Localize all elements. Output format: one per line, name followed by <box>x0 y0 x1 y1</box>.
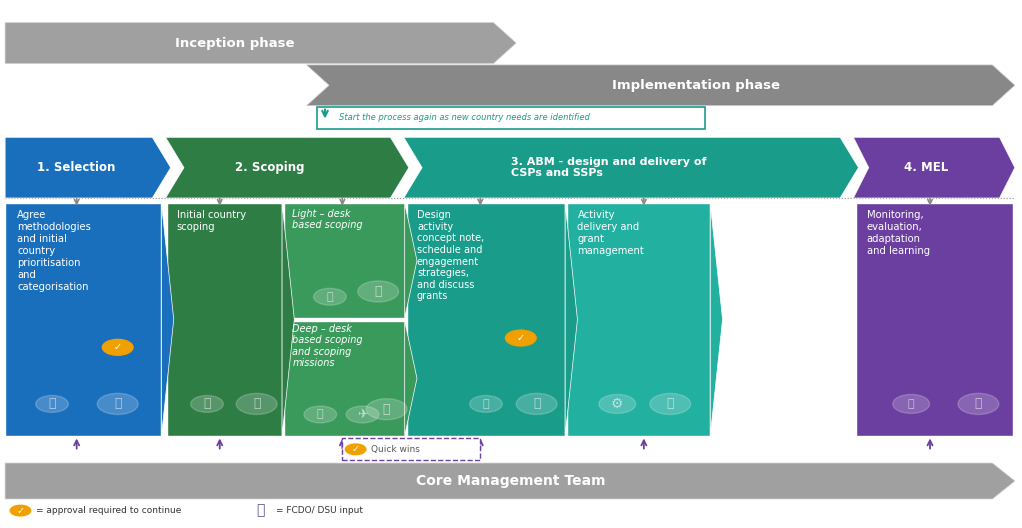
Circle shape <box>958 393 998 414</box>
Circle shape <box>304 406 336 423</box>
Polygon shape <box>282 203 294 436</box>
Text: ✓: ✓ <box>352 445 360 454</box>
Circle shape <box>97 393 138 414</box>
Circle shape <box>599 394 636 413</box>
Polygon shape <box>404 137 858 198</box>
Circle shape <box>358 281 399 302</box>
Polygon shape <box>307 65 1015 106</box>
Circle shape <box>893 394 930 413</box>
Polygon shape <box>5 23 516 63</box>
Text: ✓: ✓ <box>113 342 122 352</box>
Polygon shape <box>565 203 577 436</box>
Circle shape <box>470 395 503 412</box>
Polygon shape <box>853 137 1015 198</box>
FancyBboxPatch shape <box>284 203 405 318</box>
Text: ✈: ✈ <box>358 408 368 421</box>
Text: 👥: 👥 <box>374 285 382 298</box>
Text: 3. ABM - design and delivery of
CSPs and SSPs: 3. ABM - design and delivery of CSPs and… <box>511 157 706 178</box>
Text: 📋: 📋 <box>908 399 915 409</box>
Circle shape <box>191 395 224 412</box>
Text: Start the process again as new country needs are identified: Start the process again as new country n… <box>339 113 590 122</box>
Text: ✓: ✓ <box>517 333 525 343</box>
Circle shape <box>650 393 691 414</box>
Text: 1. Selection: 1. Selection <box>37 161 115 174</box>
Polygon shape <box>166 137 409 198</box>
FancyBboxPatch shape <box>317 107 705 129</box>
Text: 👥: 👥 <box>113 398 122 410</box>
Text: Quick wins: Quick wins <box>371 445 420 454</box>
Text: 👥: 👥 <box>975 398 982 410</box>
FancyBboxPatch shape <box>167 203 282 436</box>
Text: 4. MEL: 4. MEL <box>903 161 948 174</box>
Text: 👥: 👥 <box>666 398 673 410</box>
Circle shape <box>36 395 68 412</box>
Circle shape <box>516 393 557 414</box>
Circle shape <box>345 444 366 455</box>
Text: Activity
delivery and
grant
management: Activity delivery and grant management <box>577 210 644 256</box>
Circle shape <box>236 393 277 414</box>
Circle shape <box>506 330 537 346</box>
Text: 📋: 📋 <box>317 410 324 419</box>
Text: Initial country
scoping: Initial country scoping <box>177 210 246 232</box>
Text: 📋: 📋 <box>327 292 333 301</box>
Circle shape <box>102 340 133 355</box>
Text: Core Management Team: Core Management Team <box>416 474 606 488</box>
Polygon shape <box>405 321 417 436</box>
Circle shape <box>366 399 407 420</box>
Circle shape <box>10 505 31 516</box>
Polygon shape <box>405 203 417 318</box>
Text: ✓: ✓ <box>16 506 25 515</box>
Text: 👥: 👥 <box>532 398 541 410</box>
Text: 👥: 👥 <box>252 398 261 410</box>
Text: 📍: 📍 <box>48 398 56 410</box>
FancyBboxPatch shape <box>567 203 710 436</box>
Text: 👥: 👥 <box>383 403 390 416</box>
Polygon shape <box>5 463 1015 499</box>
FancyBboxPatch shape <box>407 203 565 436</box>
Text: Inception phase: Inception phase <box>176 36 294 50</box>
Text: Design
activity
concept note,
schedule and
engagement
strategies,
and discuss
gr: Design activity concept note, schedule a… <box>417 210 484 301</box>
FancyBboxPatch shape <box>342 438 480 460</box>
Text: 📋: 📋 <box>482 399 490 409</box>
FancyBboxPatch shape <box>5 203 161 436</box>
Text: 2. Scoping: 2. Scoping <box>235 161 305 174</box>
FancyBboxPatch shape <box>284 321 405 436</box>
Text: = approval required to continue: = approval required to continue <box>36 506 181 515</box>
Text: Deep – desk
based scoping
and scoping
missions: Deep – desk based scoping and scoping mi… <box>292 324 363 369</box>
Text: Agree
methodologies
and initial
country
prioritisation
and
categorisation: Agree methodologies and initial country … <box>17 210 91 293</box>
Polygon shape <box>5 137 171 198</box>
Text: Implementation phase: Implementation phase <box>612 79 780 92</box>
Text: ⛑: ⛑ <box>257 504 265 517</box>
Text: 💬: 💬 <box>203 398 211 410</box>
Text: = FCDO/ DSU input: = FCDO/ DSU input <box>276 506 363 515</box>
Text: Monitoring,
evaluation,
adaptation
and learning: Monitoring, evaluation, adaptation and l… <box>867 210 930 256</box>
FancyBboxPatch shape <box>856 203 1013 436</box>
Text: ⚙: ⚙ <box>611 397 623 411</box>
Circle shape <box>346 406 379 423</box>
Circle shape <box>314 288 346 305</box>
Text: Light – desk
based scoping: Light – desk based scoping <box>292 209 363 230</box>
Polygon shape <box>710 203 723 436</box>
Polygon shape <box>161 203 174 436</box>
